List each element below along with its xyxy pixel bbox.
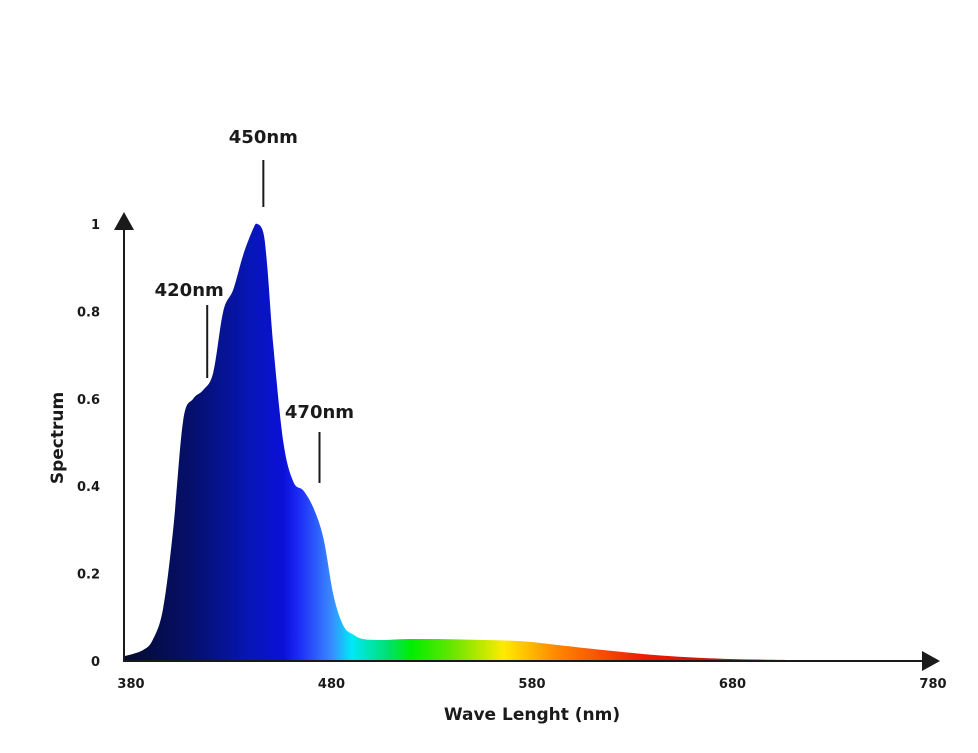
peak-annotation: 420nm [155,280,224,378]
x-tick-labels: 380 480 580 680 780 [117,677,946,692]
peak-annotation: 450nm [229,127,298,207]
peak-label: 450nm [229,127,298,148]
x-tick-label: 780 [919,677,946,692]
x-tick-label: 380 [117,677,144,692]
y-tick-label: 0.2 [77,568,100,583]
peak-annotations: 450nm 420nm 470nm [155,127,354,483]
x-axis-arrow [922,651,940,671]
peak-label: 420nm [155,280,224,301]
x-axis-label: Wave Lenght (nm) [444,705,620,725]
y-tick-label: 0.4 [77,480,100,495]
y-tick-label: 0 [91,655,100,670]
x-tick-label: 680 [719,677,746,692]
x-tick-label: 580 [518,677,545,692]
spectrum-area-layer [123,223,925,661]
y-tick-label: 0.6 [77,393,100,408]
y-tick-label: 0.8 [77,305,100,320]
peak-label: 470nm [285,402,354,423]
x-tick-label: 480 [318,677,345,692]
y-axis-arrow [114,212,134,230]
peak-annotation: 470nm [285,402,354,483]
y-tick-label: 1 [91,218,100,233]
spectrum-area [123,223,925,661]
y-tick-labels: 0 0.2 0.4 0.6 0.8 1 [77,218,100,670]
y-axis-label: Spectrum [48,392,68,484]
